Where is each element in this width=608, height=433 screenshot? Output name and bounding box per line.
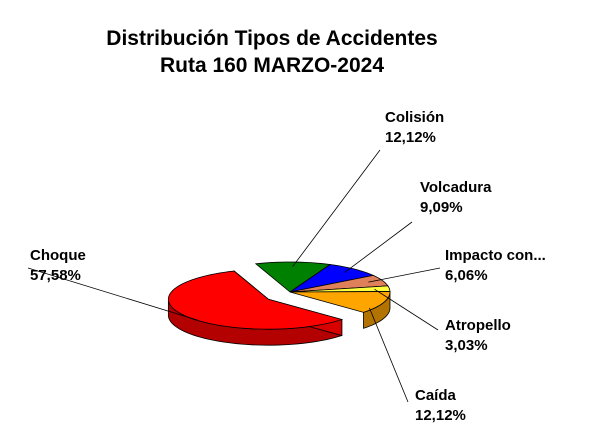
slice	[167, 270, 344, 330]
slice-label: Choque	[30, 247, 86, 264]
slice	[289, 264, 375, 293]
slice-label: Volcadura	[420, 179, 492, 196]
pie	[167, 261, 391, 346]
slice-label: Colisión	[385, 109, 444, 126]
leader-line	[368, 267, 441, 283]
slice-value-label: 57,58%	[30, 267, 81, 284]
chart-title: Distribución Tipos de Accidentes	[106, 27, 437, 50]
labels: Colisión 12,12% Volcadura 9,09% Impacto con.…	[27, 109, 546, 424]
chart-subtitle: Ruta 160 MARZO-2024	[160, 54, 384, 77]
slice	[254, 261, 332, 293]
leader-line	[292, 149, 381, 267]
slice	[289, 274, 389, 293]
slice-label: Caída	[415, 387, 457, 404]
leader-line	[369, 307, 409, 403]
leader-line	[374, 288, 439, 331]
slice-value-label: 3,03%	[445, 337, 488, 354]
slice-value-label: 12,12%	[415, 407, 466, 424]
slice-label: Atropello	[445, 317, 511, 334]
slice-label: Impacto con...	[445, 247, 546, 264]
slice-value-label: 9,09%	[420, 199, 463, 216]
slice	[289, 291, 391, 313]
leader-line	[344, 221, 413, 273]
leader-line	[27, 267, 198, 321]
slice-value-label: 6,06%	[445, 267, 488, 284]
slice-value-label: 12,12%	[385, 129, 436, 146]
